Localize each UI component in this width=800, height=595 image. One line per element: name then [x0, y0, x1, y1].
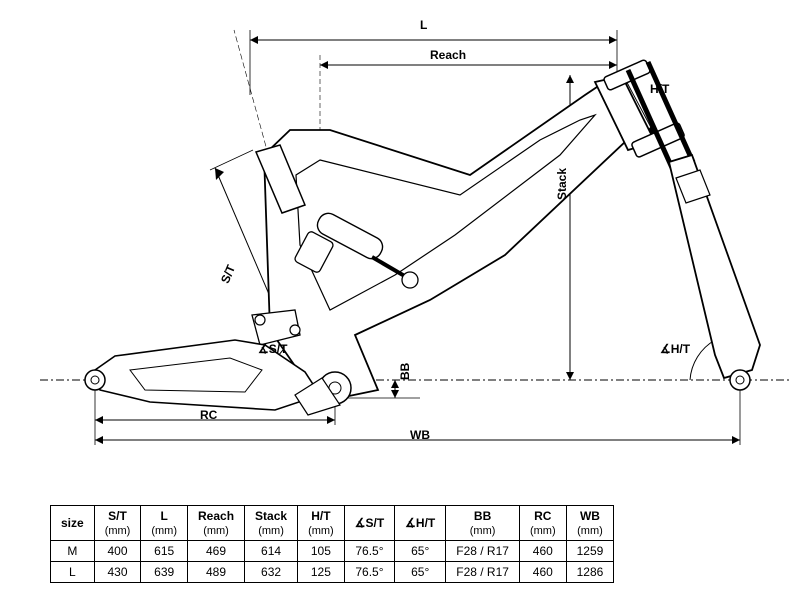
- geometry-diagram: L Reach H/T Stack S/T ∡S/T ∡H/T BB RC WB: [0, 0, 800, 480]
- label-bb: BB: [398, 363, 412, 380]
- col-hta: ∡H/T: [395, 506, 446, 541]
- wb-arrow-right: [732, 436, 740, 444]
- st-perp-top: [210, 150, 253, 170]
- rear-axle: [91, 376, 99, 384]
- cell-l: 615: [141, 541, 188, 562]
- cell-wb: 1259: [566, 541, 614, 562]
- cell-l: 639: [141, 562, 188, 583]
- cell-hta: 65°: [395, 562, 446, 583]
- table-header-row: size S/T(mm) L(mm) Reach(mm) Stack(mm) H…: [51, 506, 614, 541]
- cell-sta: 76.5°: [344, 541, 394, 562]
- cell-stack: 632: [245, 562, 298, 583]
- cell-st: 430: [94, 562, 141, 583]
- cell-ht: 105: [298, 541, 345, 562]
- cell-ht: 125: [298, 562, 345, 583]
- wb-arrow-left: [95, 436, 103, 444]
- col-bb: BB(mm): [446, 506, 520, 541]
- label-ht-angle: ∡H/T: [660, 342, 690, 356]
- rc-arrow-right: [327, 416, 335, 424]
- cell-bb: F28 / R17: [446, 562, 520, 583]
- bb-arrow-bot: [391, 390, 399, 398]
- label-st-angle: ∡S/T: [258, 342, 287, 356]
- l-arrow-left: [250, 36, 258, 44]
- label-stack: Stack: [555, 168, 569, 200]
- cell-reach: 469: [188, 541, 245, 562]
- table-row: L 430 639 489 632 125 76.5° 65° F28 / R1…: [51, 562, 614, 583]
- reach-arrow-left: [320, 61, 328, 69]
- cell-sta: 76.5°: [344, 562, 394, 583]
- label-rc: RC: [200, 408, 217, 422]
- col-size: size: [51, 506, 95, 541]
- cell-hta: 65°: [395, 541, 446, 562]
- cell-stack: 614: [245, 541, 298, 562]
- label-reach: Reach: [430, 48, 466, 62]
- col-stack: Stack(mm): [245, 506, 298, 541]
- label-ht: H/T: [650, 82, 669, 96]
- rc-arrow-left: [95, 416, 103, 424]
- col-wb: WB(mm): [566, 506, 614, 541]
- reach-arrow-right: [609, 61, 617, 69]
- col-l: L(mm): [141, 506, 188, 541]
- stack-arrow-bot: [566, 372, 574, 380]
- geometry-table: size S/T(mm) L(mm) Reach(mm) Stack(mm) H…: [50, 505, 614, 583]
- stack-arrow-top: [566, 75, 574, 83]
- label-l: L: [420, 18, 427, 32]
- bb-arrow-top: [391, 380, 399, 388]
- cell-bb: F28 / R17: [446, 541, 520, 562]
- col-reach: Reach(mm): [188, 506, 245, 541]
- pivot-2: [290, 325, 300, 335]
- label-wb: WB: [410, 428, 430, 442]
- cell-st: 400: [94, 541, 141, 562]
- cell-reach: 489: [188, 562, 245, 583]
- table-row: M 400 615 469 614 105 76.5° 65° F28 / R1…: [51, 541, 614, 562]
- col-sta: ∡S/T: [344, 506, 394, 541]
- ht-angle-arc: [690, 340, 715, 380]
- col-rc: RC(mm): [519, 506, 566, 541]
- col-ht: H/T(mm): [298, 506, 345, 541]
- col-st: S/T(mm): [94, 506, 141, 541]
- cell-rc: 460: [519, 541, 566, 562]
- l-arrow-right: [609, 36, 617, 44]
- cell-wb: 1286: [566, 562, 614, 583]
- pivot-1: [255, 315, 265, 325]
- cell-rc: 460: [519, 562, 566, 583]
- frame-svg: [0, 0, 800, 480]
- cell-size: L: [51, 562, 95, 583]
- cell-size: M: [51, 541, 95, 562]
